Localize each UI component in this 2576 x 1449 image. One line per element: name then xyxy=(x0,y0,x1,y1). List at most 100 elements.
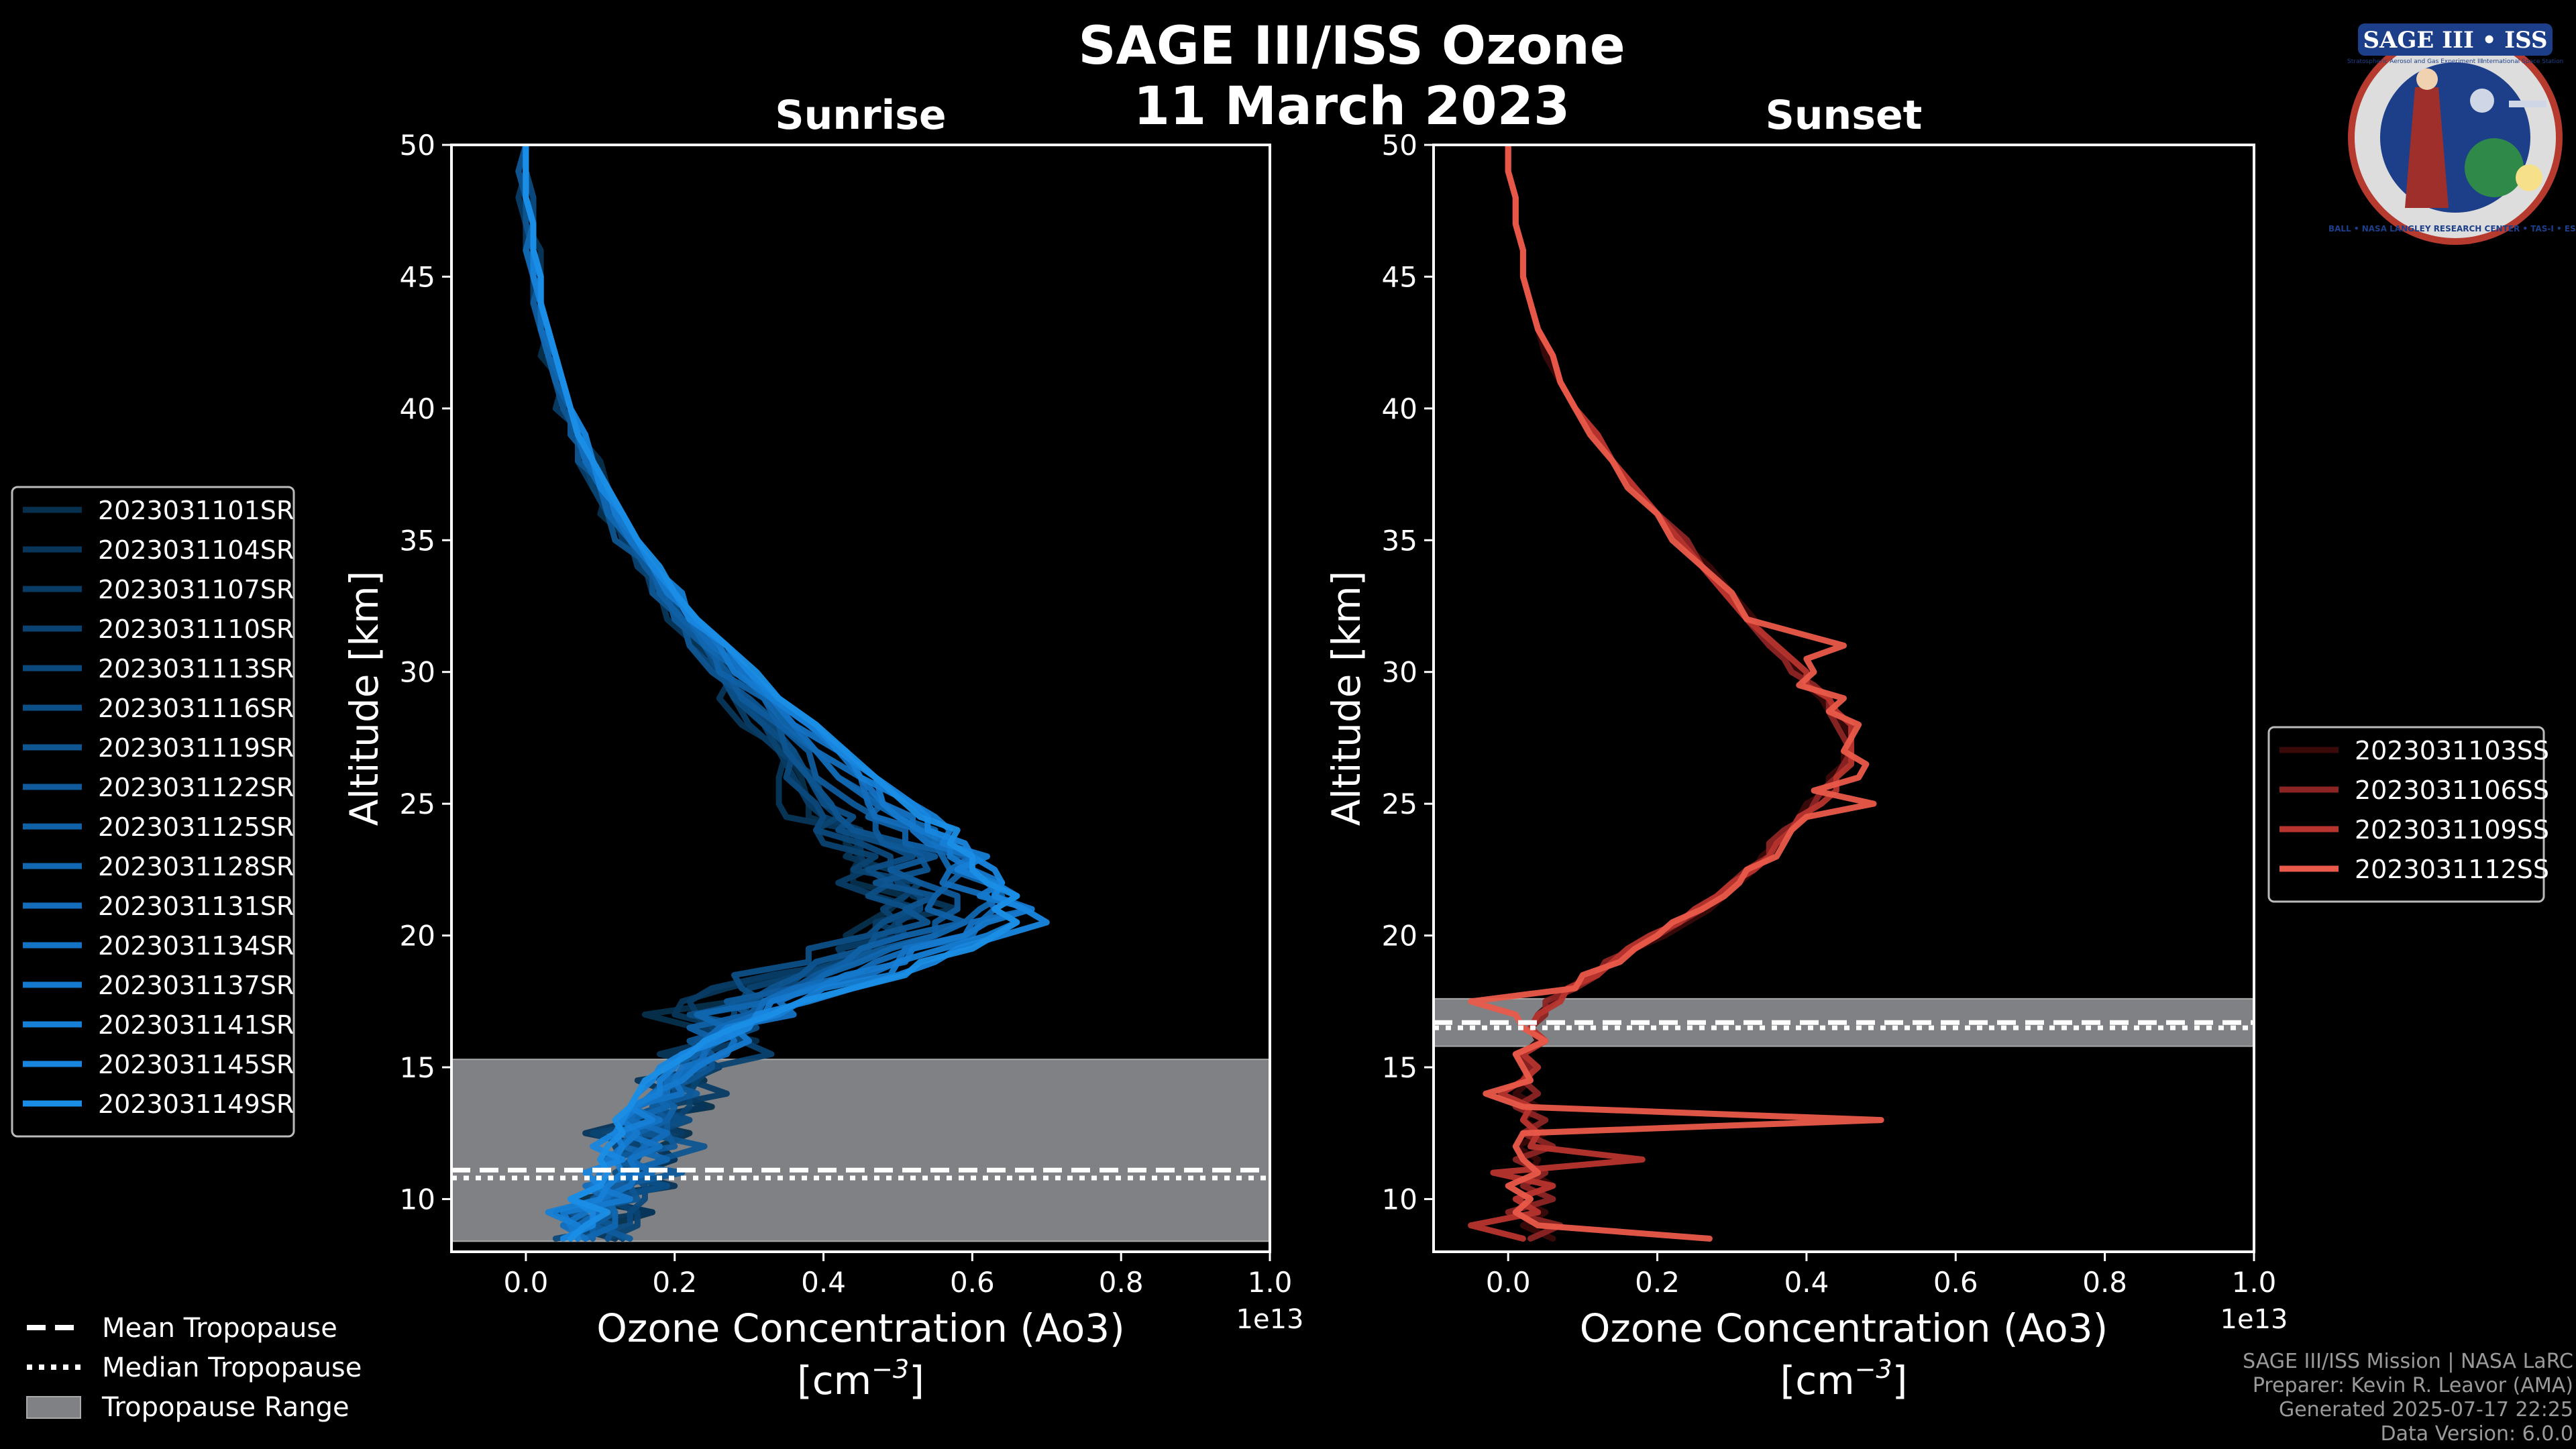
tropopause-range-swatch xyxy=(26,1396,81,1419)
y-tick-label: 30 xyxy=(1382,656,1417,689)
footer-data-version: Data Version: 6.0.0 xyxy=(2380,1422,2573,1446)
y-tick-label: 10 xyxy=(1382,1183,1417,1216)
y-tick-label: 45 xyxy=(400,260,435,293)
x-tick-label: 0.8 xyxy=(2082,1266,2127,1299)
legend-label-2023031107SR: 2023031107SR xyxy=(98,575,294,604)
tropopause-legend: Mean Tropopause Median Tropopause Tropop… xyxy=(26,1313,362,1423)
legend-label-2023031103SS: 2023031103SS xyxy=(2355,736,2549,765)
legend-label-2023031137SR: 2023031137SR xyxy=(98,971,294,1000)
plot-area xyxy=(451,145,1270,1242)
x-tick-label: 1.0 xyxy=(1248,1266,1293,1299)
figure-head-icon xyxy=(2416,68,2438,90)
profile-legend-frame xyxy=(2267,726,2545,903)
x-axis-unit: [cm−3] xyxy=(1780,1354,1908,1403)
y-tick-label: 20 xyxy=(1382,920,1417,953)
figure-robe-icon xyxy=(2405,87,2449,208)
legend-label-2023031125SR: 2023031125SR xyxy=(98,812,294,842)
y-tick-label: 35 xyxy=(1382,524,1417,557)
tropopause-range-label: Tropopause Range xyxy=(101,1392,350,1423)
footer-generated: Generated 2025-07-17 22:25 xyxy=(2278,1398,2573,1421)
x-unit-base: [cm xyxy=(1780,1358,1855,1403)
earth-icon xyxy=(2465,138,2524,197)
y-tick-label: 25 xyxy=(1382,788,1417,820)
x-axis-label: Ozone Concentration (Ao3) xyxy=(596,1305,1125,1351)
legend-label-2023031106SS: 2023031106SS xyxy=(2355,775,2549,805)
profile-legend-frame xyxy=(11,486,295,1138)
x-tick-label: 1.0 xyxy=(2232,1266,2277,1299)
y-tick-label: 50 xyxy=(400,129,435,162)
profile-line-2023031112SS xyxy=(1468,145,1884,1242)
profile-line-2023031109SS xyxy=(1468,145,1855,1242)
legend-label-2023031101SR: 2023031101SR xyxy=(98,496,294,525)
plot-frame xyxy=(1432,144,2255,1253)
figure-title: SAGE III/ISS Ozone xyxy=(1078,16,1625,76)
figure-date: 11 March 2023 xyxy=(1134,76,1570,137)
y-tick-label: 30 xyxy=(400,656,435,689)
x-tick-label: 0.0 xyxy=(1486,1266,1531,1299)
x-tick-label: 0.6 xyxy=(950,1266,995,1299)
moon-icon xyxy=(2470,89,2494,113)
x-tick-label: 0.4 xyxy=(1784,1266,1829,1299)
x-scale-label: 1e13 xyxy=(1236,1304,1304,1335)
x-scale-label: 1e13 xyxy=(2220,1304,2288,1335)
y-tick-label: 40 xyxy=(400,392,435,425)
y-tick-label: 20 xyxy=(400,920,435,953)
x-unit-close: ] xyxy=(1892,1358,1908,1403)
x-tick-label: 0.4 xyxy=(801,1266,846,1299)
logo-banner xyxy=(2358,23,2553,56)
x-tick-label: 0.0 xyxy=(504,1266,549,1299)
footer-mission: SAGE III/ISS Mission | NASA LaRC xyxy=(2243,1350,2573,1373)
plot-area xyxy=(1434,145,2254,1242)
x-unit-close: ] xyxy=(909,1358,924,1403)
x-axis-label: Ozone Concentration (Ao3) xyxy=(1580,1305,2108,1351)
x-axis-unit: [cm−3] xyxy=(797,1354,924,1403)
legend-label-2023031116SR: 2023031116SR xyxy=(98,694,294,723)
profile-legend: 2023031101SR 2023031104SR 2023031107SR 2023… xyxy=(11,486,295,1138)
legend-label-2023031141SR: 2023031141SR xyxy=(98,1010,294,1040)
iss-icon xyxy=(2509,101,2546,107)
footer-preparer: Preparer: Kevin R. Leavor (AMA) xyxy=(2252,1374,2573,1397)
y-axis-label: Altitude [km] xyxy=(341,571,387,826)
logo-name: SAGE III • ISS xyxy=(2363,27,2547,54)
y-axis-label: Altitude [km] xyxy=(1324,571,1369,826)
footer-credits: SAGE III/ISS Mission | NASA LaRC Prepare… xyxy=(2243,1350,2573,1446)
x-tick-label: 0.2 xyxy=(1635,1266,1680,1299)
sunset-panel: 10 15 20 25 30 35 40 45 50 0.0 0.2 0.4 0.6 0.8 1.0 Suns… xyxy=(1324,92,2549,1403)
legend-label-2023031122SR: 2023031122SR xyxy=(98,773,294,802)
x-unit-exponent: −3 xyxy=(871,1354,909,1384)
panel-title: Sunrise xyxy=(775,92,946,139)
y-tick-label: 15 xyxy=(1382,1051,1417,1084)
profile-legend: 2023031103SS 2023031106SS 2023031109SS 2023… xyxy=(2267,726,2549,903)
legend-label-2023031145SR: 2023031145SR xyxy=(98,1050,294,1079)
y-tick-label: 40 xyxy=(1382,392,1417,425)
x-unit-base: [cm xyxy=(797,1358,871,1403)
plot-frame xyxy=(450,144,1271,1253)
legend-label-2023031104SR: 2023031104SR xyxy=(98,535,294,565)
legend-label-2023031112SS: 2023031112SS xyxy=(2355,855,2549,884)
legend-label-2023031128SR: 2023031128SR xyxy=(98,852,294,881)
logo-subtitle-left: Stratospheric Aerosol and Gas Experiment… xyxy=(2347,58,2483,65)
mean-tropopause-label: Mean Tropopause xyxy=(102,1313,337,1344)
y-tick-label: 45 xyxy=(1382,260,1417,293)
x-unit-exponent: −3 xyxy=(1855,1354,1892,1384)
y-tick-label: 10 xyxy=(400,1183,435,1216)
profile-line-2023031149SR xyxy=(523,145,1020,1242)
panel-title: Sunset xyxy=(1766,92,1923,139)
legend-label-2023031134SR: 2023031134SR xyxy=(98,931,294,961)
legend-label-2023031110SR: 2023031110SR xyxy=(98,614,294,644)
legend-label-2023031109SS: 2023031109SS xyxy=(2355,815,2549,845)
logo-ring-text: BALL • NASA LANGLEY RESEARCH CENTER • TA… xyxy=(2328,224,2576,233)
x-tick-label: 0.6 xyxy=(1933,1266,1978,1299)
legend-label-2023031119SR: 2023031119SR xyxy=(98,733,294,763)
x-tick-label: 0.2 xyxy=(652,1266,697,1299)
legend-label-2023031131SR: 2023031131SR xyxy=(98,892,294,921)
y-tick-label: 15 xyxy=(400,1051,435,1084)
y-tick-label: 35 xyxy=(400,524,435,557)
legend-label-2023031149SR: 2023031149SR xyxy=(98,1089,294,1119)
median-tropopause-label: Median Tropopause xyxy=(102,1352,362,1383)
y-tick-label: 25 xyxy=(400,788,435,820)
sage-iii-iss-logo: SAGE III • ISS Stratospheric Aerosol and… xyxy=(2328,23,2576,245)
sun-icon xyxy=(2516,164,2542,191)
